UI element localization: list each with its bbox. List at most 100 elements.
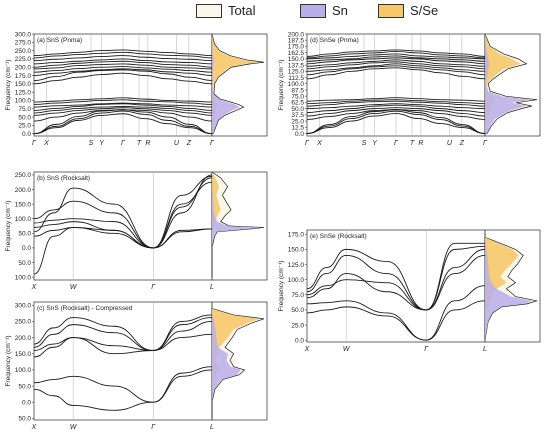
panel-b-xtick-label: W [70, 284, 78, 291]
panel-b-title: (b) SnS (Rocksalt) [37, 175, 90, 182]
legend-sse-label: S/Se [410, 3, 439, 18]
panel-d-ytick-label: 62.5 [291, 100, 304, 107]
panel-b-ytick-label: 250.0 [15, 172, 32, 179]
panel-a-xtick-label: Γ [210, 140, 215, 147]
panel-a-ytick-label: 125.0 [15, 89, 32, 96]
panel-d-xtick-label: Γ [483, 140, 488, 147]
panel-a-dos-sse [212, 34, 262, 134]
panel-c-branch [33, 366, 213, 403]
panel-e-branch [306, 245, 486, 311]
panel-d-branch [306, 61, 486, 70]
panel-e-ytick-label: 25.0 [291, 322, 304, 329]
panel-d-title: (d) SnSe (Pnma) [310, 37, 359, 44]
panel-a-title: (a) SnS (Pnma) [37, 37, 82, 44]
panel-d-xtick-label: S [362, 140, 367, 147]
panel-b-xtick-label: L [210, 284, 214, 291]
panel-a-xtick-label: X [43, 140, 49, 147]
panel-d-xtick-label: X [316, 140, 322, 147]
panel-d-branch [306, 63, 486, 72]
panel-e-dos-sse [485, 237, 519, 341]
panel-d-branch [306, 109, 486, 121]
panel-a-ytick-label: 175.0 [15, 73, 32, 80]
panel-c-ytick-label: 50.0 [18, 383, 31, 390]
panel-a-xtick-label: U [174, 140, 180, 147]
panel-e-ytick-label: 175.0 [288, 232, 305, 239]
panel-d-dos-sn [485, 34, 531, 134]
panel-c-ytick-label: 200.0 [15, 335, 32, 342]
panel-d-branch [306, 55, 486, 62]
panel-a-branch [33, 113, 213, 135]
panel-d-branch [306, 103, 486, 110]
panel-e-ytick-label: 75.0 [291, 292, 304, 299]
panel-e-ytick-label: 100.0 [288, 277, 305, 284]
panel-e-xtick-label: X [304, 346, 310, 353]
panel-b-ytick-label: 50.0 [18, 260, 31, 267]
panel-a-branch [33, 105, 213, 114]
panel-a-branch [33, 60, 213, 68]
panel-c-branch [33, 317, 213, 351]
panel-b-ytick-label: 200.0 [15, 187, 32, 194]
panel-e-branch [306, 285, 486, 341]
panel-b-ytick-label: 100.0 [15, 274, 32, 281]
panel-e-ytick-label: 50.0 [291, 307, 304, 314]
panel-e-branch [306, 248, 486, 311]
panel-a-xtick-label: Γ [32, 140, 37, 147]
panel-a-branch [33, 72, 213, 85]
panel-a-ytick-label: 150.0 [15, 81, 32, 88]
panel-d-ytick-label: 125.0 [288, 69, 305, 76]
panel-d-branch [306, 59, 486, 67]
panel-d-ytick-label: 100.0 [288, 81, 305, 88]
panel-d-branch [306, 113, 486, 134]
legend-total-label: Total [228, 3, 256, 18]
panel-c-xtick-label: X [31, 424, 37, 431]
panel-c-frame [33, 301, 213, 421]
panel-d-branch [306, 104, 486, 114]
panel-a-xtick-label: T [137, 140, 142, 147]
panel-a-ytick-label: 225.0 [15, 56, 32, 63]
panel-d-xtick-label: Γ [394, 140, 399, 147]
panel-b-branch [33, 227, 213, 249]
panel-c-ylabel: Frequency (cm⁻¹) [5, 335, 12, 386]
panel-b-ytick-label: 150.0 [15, 201, 32, 208]
panel-a-xtick-label: S [89, 140, 94, 147]
panel-d-ytick-label: 0.0 [295, 131, 304, 138]
panel-e: X W Γ L 0.0 25.0 50.0 75.0 100.0 125.0 150.0 175.0 F… [278, 229, 541, 353]
panel-c-ytick-label: 100.0 [15, 367, 32, 374]
panel-a-dos-sn [212, 34, 240, 134]
panel-c-dos-sn [212, 308, 241, 419]
panel-e-ytick-label: 125.0 [288, 262, 305, 269]
panel-b-xtick-label: Γ [151, 284, 156, 291]
panel-a-dos-total [211, 33, 265, 135]
panel-d-ytick-label: 162.5 [288, 50, 305, 57]
panel-d-xtick-label: Γ [305, 140, 310, 147]
panel-a-branch [33, 97, 213, 103]
panel-a-branch [33, 58, 213, 65]
panel-a-ytick-label: 250.0 [15, 48, 32, 55]
panel-a-branch [33, 51, 213, 59]
panel-c-ytick-label: 150.0 [15, 351, 32, 358]
panel-a-branch [33, 66, 213, 73]
panel-c-ytick-label: 0.0 [22, 400, 31, 407]
panel-b-ytick-label: 0.0 [22, 245, 31, 252]
panel-a-branch [33, 102, 213, 108]
panel-c-ytick-label: 250.0 [15, 319, 32, 326]
panel-a-xtick-label: Γ [121, 140, 126, 147]
panel-b-ytick-label: 50.0 [18, 231, 31, 238]
panel-b-dos-sse [212, 172, 221, 278]
panel-a-ytick-label: 300.0 [15, 31, 32, 38]
panel-b-branch [33, 174, 213, 249]
panel-b: X W Γ L 250.0 200.0 150.0 100.0 50.0 0.0 50.0 100.0… [5, 171, 268, 291]
legend-sn-label: Sn [332, 3, 348, 18]
panel-a-xtick-label: R [145, 140, 150, 147]
legend-sn-swatch [300, 3, 326, 18]
legend-total: Total [196, 3, 255, 18]
panel-a-branch [33, 110, 213, 135]
panel-c-branch [33, 314, 213, 351]
panel-a-ytick-label: 275.0 [15, 40, 32, 47]
panel-a-branch [33, 103, 213, 111]
panel-e-branch [306, 300, 486, 341]
panel-c: X W Γ L 300.0 250.0 200.0 150.0 100.0 50.0 0.0 50.0… [5, 301, 268, 431]
panel-d-xtick-label: Z [459, 140, 465, 147]
panel-d-xtick-label: R [418, 140, 423, 147]
